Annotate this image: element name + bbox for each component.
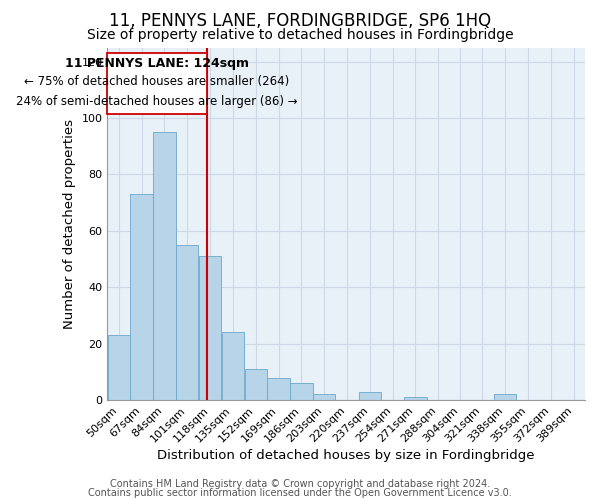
Y-axis label: Number of detached properties: Number of detached properties bbox=[63, 119, 76, 329]
Text: 11, PENNYS LANE, FORDINGBRIDGE, SP6 1HQ: 11, PENNYS LANE, FORDINGBRIDGE, SP6 1HQ bbox=[109, 12, 491, 30]
Text: 24% of semi-detached houses are larger (86) →: 24% of semi-detached houses are larger (… bbox=[16, 95, 298, 108]
Bar bbox=[290, 383, 313, 400]
FancyBboxPatch shape bbox=[107, 53, 207, 114]
Text: Size of property relative to detached houses in Fordingbridge: Size of property relative to detached ho… bbox=[86, 28, 514, 42]
Bar bbox=[245, 369, 267, 400]
Bar bbox=[221, 332, 244, 400]
Bar bbox=[268, 378, 290, 400]
Bar bbox=[130, 194, 153, 400]
Bar bbox=[359, 392, 381, 400]
Text: Contains HM Land Registry data © Crown copyright and database right 2024.: Contains HM Land Registry data © Crown c… bbox=[110, 479, 490, 489]
Text: Contains public sector information licensed under the Open Government Licence v3: Contains public sector information licen… bbox=[88, 488, 512, 498]
Text: ← 75% of detached houses are smaller (264): ← 75% of detached houses are smaller (26… bbox=[25, 75, 290, 88]
Bar bbox=[313, 394, 335, 400]
Text: 11 PENNYS LANE: 124sqm: 11 PENNYS LANE: 124sqm bbox=[65, 58, 249, 70]
Bar bbox=[494, 394, 517, 400]
Bar bbox=[199, 256, 221, 400]
X-axis label: Distribution of detached houses by size in Fordingbridge: Distribution of detached houses by size … bbox=[157, 450, 535, 462]
Bar bbox=[404, 398, 427, 400]
Bar bbox=[176, 245, 199, 400]
Bar bbox=[153, 132, 176, 400]
Bar bbox=[107, 335, 130, 400]
